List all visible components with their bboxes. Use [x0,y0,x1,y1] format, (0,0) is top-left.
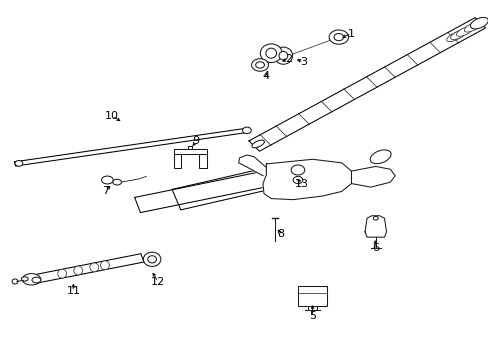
Polygon shape [34,254,143,283]
Ellipse shape [255,62,264,68]
Ellipse shape [274,47,292,64]
Ellipse shape [455,26,472,36]
Ellipse shape [101,261,109,270]
Ellipse shape [446,32,462,42]
Ellipse shape [260,44,282,63]
Ellipse shape [113,179,121,185]
Bar [173,154,181,168]
Ellipse shape [463,22,480,32]
Text: 10: 10 [105,111,119,121]
Text: 11: 11 [66,287,80,296]
Ellipse shape [372,216,377,220]
Ellipse shape [279,51,287,60]
Polygon shape [351,166,394,187]
Ellipse shape [15,161,23,166]
Polygon shape [172,163,297,210]
Ellipse shape [469,17,488,29]
Ellipse shape [102,176,113,184]
Polygon shape [134,162,315,212]
Text: 2: 2 [284,54,291,64]
Ellipse shape [292,176,302,184]
Text: 8: 8 [277,229,284,239]
Ellipse shape [143,252,161,266]
Text: 12: 12 [151,277,164,287]
Text: 9: 9 [192,136,199,147]
Text: 1: 1 [347,28,354,39]
Polygon shape [248,18,485,151]
Ellipse shape [21,277,28,281]
Ellipse shape [333,33,343,41]
Text: 6: 6 [371,243,379,253]
Text: 13: 13 [294,179,308,189]
Ellipse shape [74,266,82,275]
Ellipse shape [449,30,466,40]
Polygon shape [263,159,351,200]
Ellipse shape [147,256,156,263]
Ellipse shape [22,274,41,285]
Ellipse shape [328,30,348,44]
Text: 7: 7 [102,186,109,196]
Ellipse shape [290,165,304,175]
Ellipse shape [265,48,276,58]
Ellipse shape [251,59,268,71]
Ellipse shape [58,269,66,278]
Text: 4: 4 [262,71,269,81]
Polygon shape [365,216,386,237]
Ellipse shape [369,150,390,164]
Bar [173,149,206,154]
Ellipse shape [242,127,251,134]
Bar [297,286,326,306]
Polygon shape [238,155,266,176]
Ellipse shape [90,263,99,272]
Text: 5: 5 [308,311,315,321]
Polygon shape [15,128,249,166]
Ellipse shape [251,140,264,148]
Bar [199,154,206,168]
Ellipse shape [12,279,18,284]
Ellipse shape [32,277,41,283]
Text: 3: 3 [300,57,306,67]
